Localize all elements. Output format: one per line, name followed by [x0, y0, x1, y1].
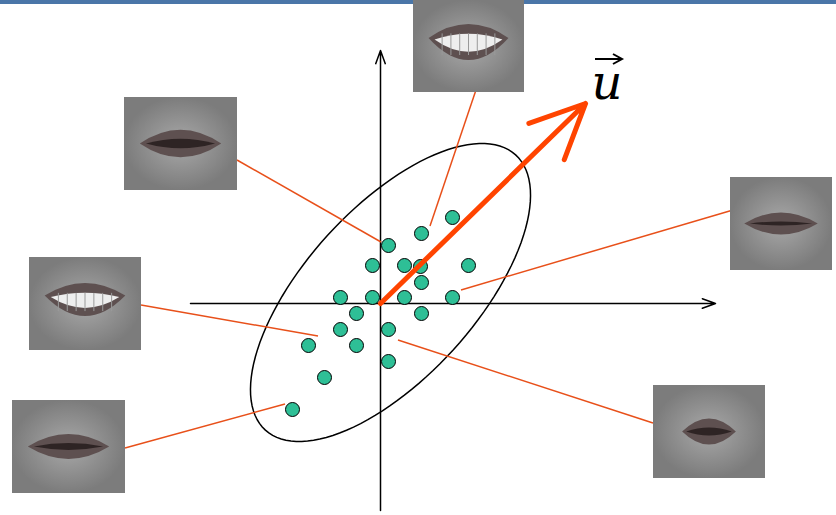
svg-text:u: u: [592, 54, 623, 110]
